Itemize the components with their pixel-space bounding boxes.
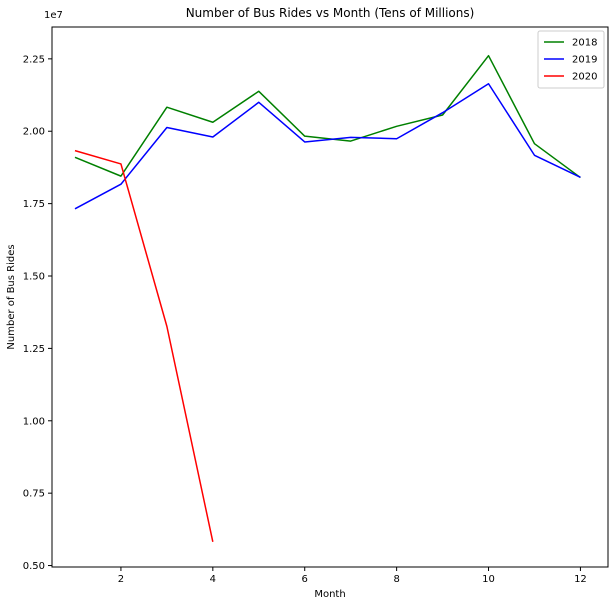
y-tick-label: 1.75 xyxy=(23,199,45,210)
y-tick-label: 1.50 xyxy=(23,272,45,283)
legend-label-2020: 2020 xyxy=(572,72,597,83)
legend-label-2019: 2019 xyxy=(572,55,597,66)
y-tick-label: 2.25 xyxy=(23,54,45,65)
x-tick-label: 10 xyxy=(482,574,495,585)
y-tick-label: 1.25 xyxy=(23,344,45,355)
x-tick-label: 6 xyxy=(302,574,308,585)
x-tick-label: 2 xyxy=(118,574,124,585)
plot-area xyxy=(51,26,609,568)
y-axis-offset-text: 1e7 xyxy=(44,10,63,21)
x-tick-label: 4 xyxy=(210,574,216,585)
y-axis-label: Number of Bus Rides xyxy=(6,244,17,349)
y-axis-ticks: 0.50 0.75 1.00 1.25 1.50 1.75 2.00 2.25 xyxy=(23,54,52,572)
x-axis-label: Month xyxy=(314,589,345,600)
y-tick-label: 1.00 xyxy=(23,416,45,427)
chart-title: Number of Bus Rides vs Month (Tens of Mi… xyxy=(186,6,475,20)
legend-box xyxy=(537,30,605,89)
series-lines xyxy=(74,54,581,542)
legend: 2018 2019 2020 xyxy=(537,30,605,89)
series-line-2019 xyxy=(74,83,581,210)
y-tick-label: 0.50 xyxy=(23,561,45,572)
y-tick-label: 0.75 xyxy=(23,489,45,500)
y-tick-label: 2.00 xyxy=(23,127,45,138)
x-tick-label: 8 xyxy=(393,574,399,585)
series-line-2020 xyxy=(74,149,214,542)
series-line-2018 xyxy=(74,54,581,179)
x-tick-label: 12 xyxy=(574,574,587,585)
legend-label-2018: 2018 xyxy=(572,38,597,49)
x-axis-ticks: 2 4 6 8 10 12 xyxy=(118,567,587,585)
